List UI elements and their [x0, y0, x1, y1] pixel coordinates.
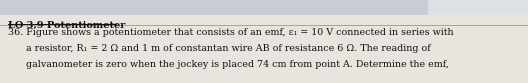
Text: 36. Figure shows a potentiometer that consists of an emf, ε₁ = 10 V connected in: 36. Figure shows a potentiometer that co… [8, 28, 454, 37]
FancyBboxPatch shape [428, 0, 528, 25]
Text: a resistor, R₁ = 2 Ω and 1 m of constantan wire AB of resistance 6 Ω. The readin: a resistor, R₁ = 2 Ω and 1 m of constant… [8, 44, 431, 53]
Text: LO 3.9 Potentiometer: LO 3.9 Potentiometer [8, 21, 125, 30]
Bar [0, 0, 528, 15]
Text: galvanometer is zero when the jockey is placed 74 cm from point A. Determine the: galvanometer is zero when the jockey is … [8, 60, 449, 69]
Bar [0, 15, 528, 83]
